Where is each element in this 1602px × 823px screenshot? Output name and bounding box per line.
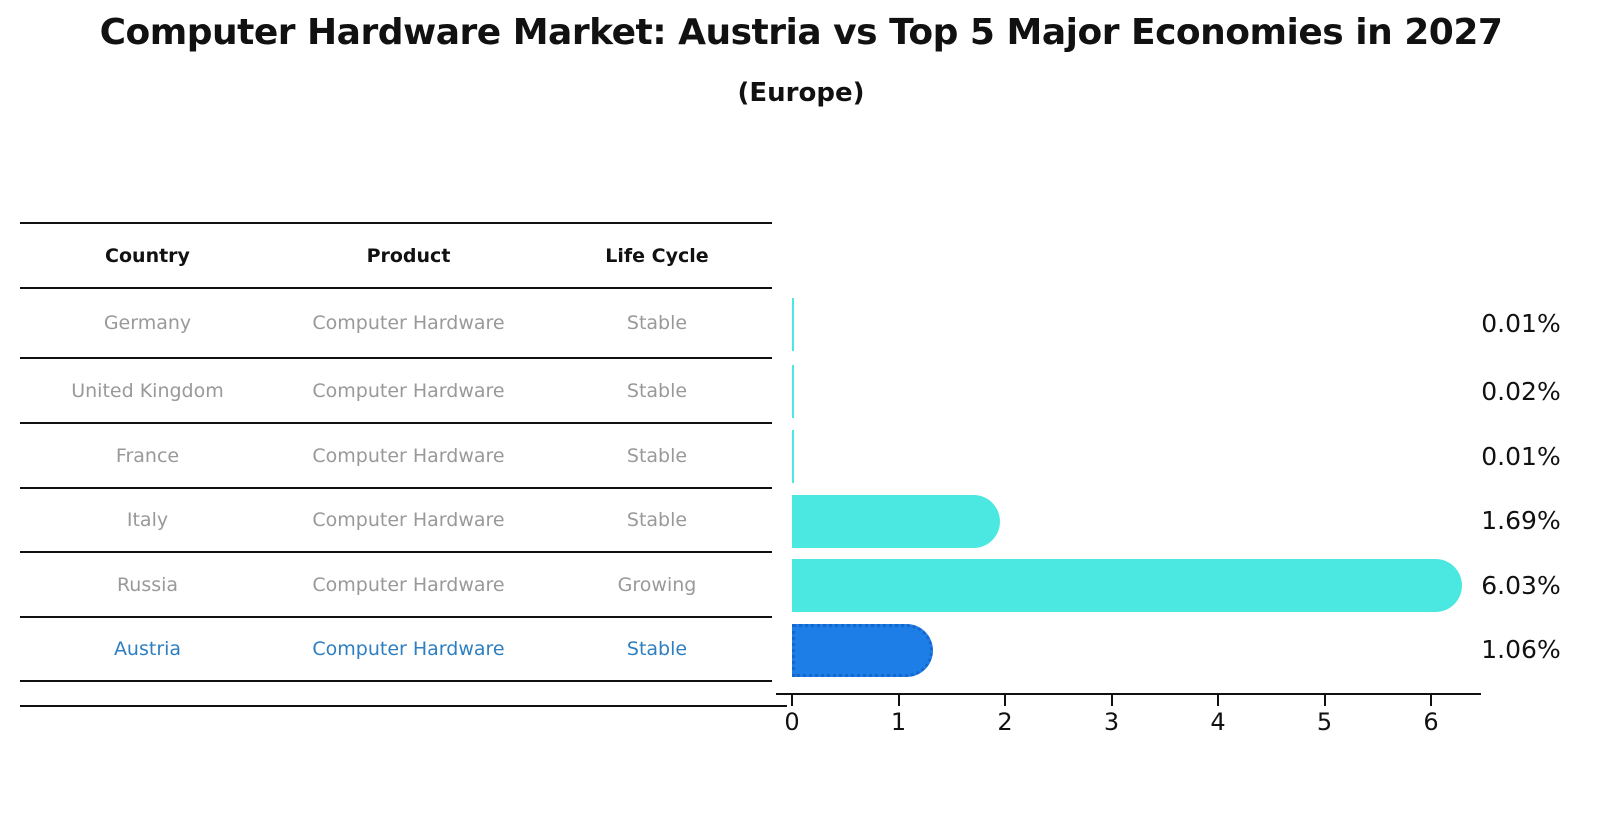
cell-country: Russia	[116, 573, 179, 596]
bar-united-kingdom	[792, 365, 795, 418]
x-tick-label-5: 5	[1316, 708, 1333, 736]
cell-country: Germany	[103, 312, 192, 334]
cell-product: Computer Hardware	[312, 312, 505, 334]
value-label-austria: 1.06%	[1481, 635, 1561, 664]
x-tick-label-1: 1	[890, 708, 907, 736]
value-label-united-kingdom: 0.02%	[1481, 376, 1561, 406]
cell-country: France	[115, 444, 180, 467]
x-tick-label-3: 3	[1103, 708, 1120, 736]
cell-life-cycle: Stable	[626, 638, 688, 660]
bar-russia	[792, 559, 1463, 612]
table-row-italy: Italy Computer Hardware Stable	[20, 489, 772, 553]
cell-country: United Kingdom	[71, 379, 224, 402]
x-tick-mark-0	[791, 695, 793, 706]
x-tick-mark-1	[897, 695, 900, 706]
chart-subtitle: (Europe)	[737, 78, 865, 108]
x-tick-mark-5	[1323, 695, 1326, 706]
x-tick-label-0: 0	[784, 708, 800, 736]
x-tick-mark-6	[1430, 695, 1432, 706]
cell-life-cycle: Stable	[626, 312, 688, 334]
table-header-country: Country	[105, 244, 190, 267]
bar-france	[792, 430, 794, 483]
x-tick-label-6: 6	[1423, 708, 1439, 736]
x-tick-label-2: 2	[997, 708, 1013, 736]
x-tick-mark-4	[1217, 695, 1219, 706]
cell-life-cycle: Stable	[626, 444, 688, 467]
table-row-germany: Germany Computer Hardware Stable	[20, 289, 772, 359]
chart-title: Computer Hardware Market: Austria vs Top…	[99, 12, 1503, 53]
x-tick-label-4: 4	[1210, 708, 1226, 736]
table-row-france: France Computer Hardware Stable	[20, 424, 772, 489]
cell-product: Computer Hardware	[312, 509, 505, 531]
value-label-france: 0.01%	[1481, 441, 1561, 471]
table-row-austria: Austria Computer Hardware Stable	[20, 618, 772, 682]
table-header-life-cycle: Life Cycle	[605, 244, 709, 267]
table-row-russia: Russia Computer Hardware Growing	[20, 553, 772, 618]
cell-product: Computer Hardware	[312, 444, 505, 467]
table-header-row: Country Product Life Cycle	[20, 222, 772, 289]
cell-life-cycle: Growing	[617, 573, 697, 596]
cell-country: Italy	[126, 509, 169, 531]
cell-product: Computer Hardware	[312, 379, 505, 402]
cell-product: Computer Hardware	[312, 573, 505, 596]
x-tick-mark-3	[1110, 695, 1113, 706]
x-tick-mark-2	[1004, 695, 1006, 706]
value-label-russia: 6.03%	[1481, 570, 1561, 600]
table-bottom-border	[20, 705, 787, 707]
cell-life-cycle: Stable	[626, 509, 688, 531]
bar-austria	[792, 623, 933, 677]
value-label-italy: 1.69%	[1481, 506, 1561, 535]
bar-germany	[792, 297, 794, 351]
table-header-product: Product	[366, 244, 451, 267]
table-row-united-kingdom: United Kingdom Computer Hardware Stable	[20, 359, 772, 424]
value-label-germany: 0.01%	[1481, 309, 1561, 338]
x-axis-line	[776, 693, 1481, 695]
cell-product: Computer Hardware	[312, 638, 505, 660]
bar-italy	[792, 494, 1000, 548]
cell-country: Austria	[113, 638, 182, 660]
cell-life-cycle: Stable	[626, 379, 688, 402]
